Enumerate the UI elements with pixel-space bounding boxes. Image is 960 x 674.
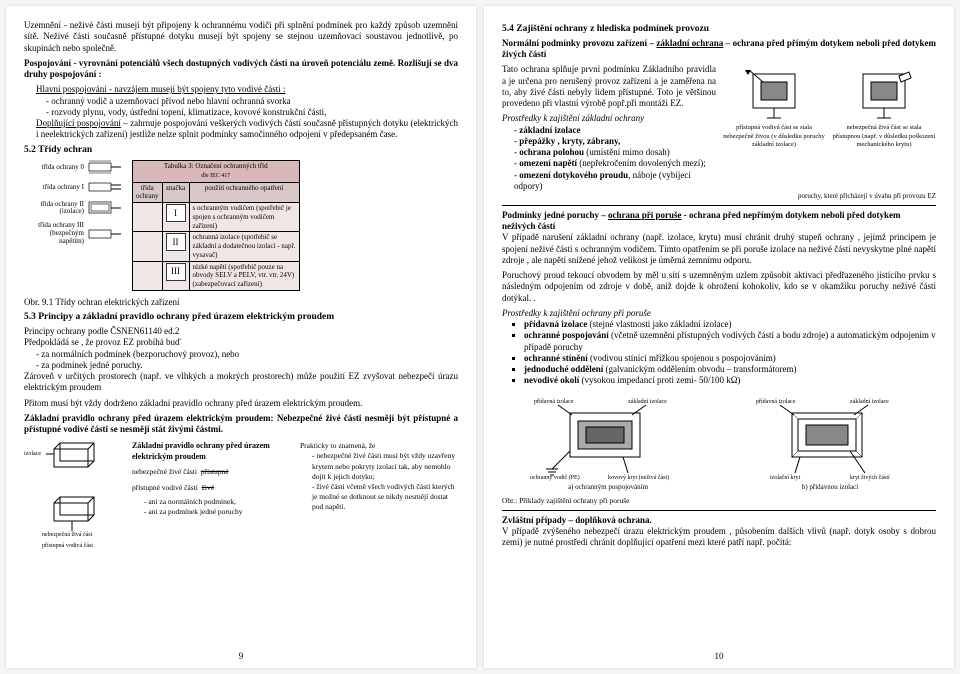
page-right: 5.4 Zajištění ochrany z hlediska podmíne… xyxy=(484,6,954,668)
cap91: Obr. 9.1 Třídy ochran elektrických zaříz… xyxy=(24,297,458,308)
left-p3: Hlavní pospojování - navzájem musejí být… xyxy=(24,84,458,95)
svg-text:kryt živých částí: kryt živých částí xyxy=(850,475,890,481)
svg-text:přídavná izolace: přídavná izolace xyxy=(534,399,574,405)
por-list: přídavná izolace (stejné vlastnosti jako… xyxy=(502,319,936,387)
right-two-col: Tato ochrana splňuje první podmínku Zákl… xyxy=(502,64,936,192)
h54: 5.4 Zajištění ochrany z hlediska podmíne… xyxy=(502,24,936,36)
bottom-diagram: izolace nebezpečná živá část přístupná v… xyxy=(24,441,458,553)
page-left: Uzemnění - neživé části musejí být připo… xyxy=(6,6,476,668)
p53f: Přitom musí být vždy dodrženo základní p… xyxy=(24,398,458,409)
h52: 5.2 Třídy ochran xyxy=(24,145,458,157)
trid-left-col: třída ochrany 0 třída ochrany I třída oc… xyxy=(24,160,122,251)
left-p4: Doplňující pospojování – zahrnuje pospoj… xyxy=(24,118,458,141)
prakticky: Prakticky to znamená, že nebezpečné živé… xyxy=(300,441,458,512)
p-por1: V případě narušení základní ochrany (nap… xyxy=(502,232,936,266)
fig-obr: Obr.: Příklady zajištění ochrany při por… xyxy=(502,496,936,505)
device-2: nebezpečná živá část se stala přístupnou… xyxy=(832,68,936,188)
p53b: Předpokládá se , že provoz EZ probíhá bu… xyxy=(24,337,458,348)
p53g: Základní pravidlo ochrany před úrazem el… xyxy=(24,413,458,436)
r-p1: Normální podmínky provozu zařízení – zák… xyxy=(502,38,936,61)
poruchy-note: poruchy, které přicházejí v úvahu při pr… xyxy=(502,192,936,201)
h-por: Podmínky jedné poruchy – ochrana při por… xyxy=(502,210,936,233)
fig-pair: přídavná izolace základní izolace ochran… xyxy=(502,391,936,493)
svg-text:základní izolace: základní izolace xyxy=(628,399,667,405)
i-por: Prostředky k zajištění ochrany při poruš… xyxy=(502,308,936,319)
p53e: Zároveň v určitých prostorech (např. ve … xyxy=(24,371,458,394)
svg-text:kovový kryt (neživá část): kovový kryt (neživá část) xyxy=(608,474,669,481)
svg-text:nebezpečná živá část: nebezpečná živá část xyxy=(42,532,93,538)
trid-shape-3 xyxy=(88,227,122,241)
p-zvl: V případě zvýšeného nebezpečí úrazu elek… xyxy=(502,526,936,549)
diagram-left-svg: izolace nebezpečná živá část přístupná v… xyxy=(24,441,122,551)
pagenum-left: 9 xyxy=(6,651,476,662)
p-por2: Poruchový proud tekoucí obvodem by měl u… xyxy=(502,270,936,304)
fig-a-svg: přídavná izolace základní izolace ochran… xyxy=(528,391,688,481)
trid-shape-0 xyxy=(88,160,122,174)
device-1: přístupná vodivá část se stala nebezpečn… xyxy=(722,68,826,188)
svg-text:izolační kryt: izolační kryt xyxy=(770,475,800,481)
h-zvl: Zvláštní případy – doplňková ochrana. xyxy=(502,515,936,526)
trid-shape-2 xyxy=(88,200,122,216)
p53a: Principy ochrany podle ČSNEN61140 ed.2 xyxy=(24,326,458,337)
svg-text:přídavná izolace: přídavná izolace xyxy=(756,399,796,405)
diag-labels: Základní pravidlo ochrany před úrazem el… xyxy=(132,441,290,517)
h53: 5.3 Principy a základní pravidlo ochrany… xyxy=(24,312,458,324)
trid-table: Tabulka 3: Označení ochranných tříddle I… xyxy=(132,160,300,291)
pagenum-right: 10 xyxy=(484,651,954,662)
svg-text:přístupná vodivá část: přístupná vodivá část xyxy=(42,543,93,549)
left-p1: Uzemnění - neživé části musejí být připo… xyxy=(24,20,458,54)
svg-text:základní izolace: základní izolace xyxy=(850,399,889,405)
trid-block: třída ochrany 0 třída ochrany I třída oc… xyxy=(24,160,458,291)
svg-text:izolace: izolace xyxy=(24,451,41,457)
trid-shape-1 xyxy=(88,180,122,194)
svg-text:ochranný vodič (PE): ochranný vodič (PE) xyxy=(530,474,580,481)
left-p2: Pospojování - vyrovnání potenciálů všech… xyxy=(24,58,458,81)
fig-b-svg: přídavná izolace základní izolace izolač… xyxy=(750,391,910,481)
left-p3a: - ochranný vodič a uzemňovací přívod neb… xyxy=(24,96,458,107)
p53-list: za normálních podmínek (bezporuchový pro… xyxy=(24,349,458,372)
left-p3b: - rozvody plynu, vody, ústřední topení, … xyxy=(24,107,458,118)
